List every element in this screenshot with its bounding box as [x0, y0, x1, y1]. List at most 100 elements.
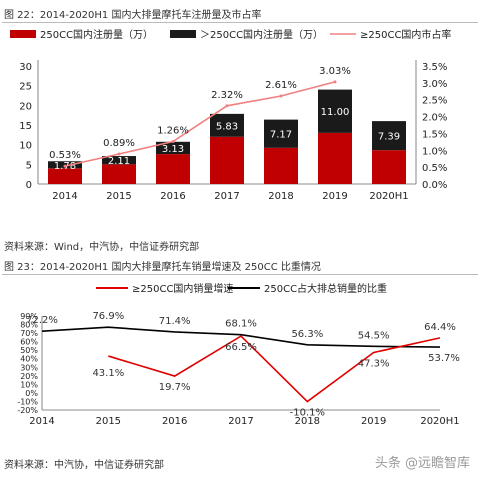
x-tick-label: 2014 — [52, 191, 77, 202]
bar-250cc — [210, 136, 244, 184]
bar-data-label: 11.00 — [321, 107, 350, 118]
growth-label: 64.4% — [424, 322, 456, 333]
bar-data-label: 2.11 — [108, 156, 130, 167]
registration-chart: 250CC国内注册量（万） ＞250CC国内注册量（万） ≥250CC国内市占率 0 5… — [10, 28, 451, 202]
x-tick-label: 2016 — [162, 416, 187, 427]
market-share-label: 1.26% — [157, 126, 189, 137]
x-tick-label: 2017 — [214, 191, 239, 202]
market-share-label: 2.32% — [211, 90, 243, 101]
x-tick-label: 2015 — [106, 191, 131, 202]
x-tick-label: 2020H1 — [420, 416, 459, 427]
bar-data-label: 5.83 — [216, 121, 238, 132]
y2-tick-label: 1.0% — [422, 146, 447, 157]
y2-tick-label: 2.5% — [422, 96, 447, 107]
figure-22-title: 图 22：2014-2020H1 国内大排量摩托车注册量及市占率 — [4, 10, 262, 21]
share-label: 76.9% — [92, 311, 124, 322]
x-tick-label: 2018 — [268, 191, 293, 202]
market-share-point — [117, 152, 121, 156]
y-tick-label: 60% — [20, 338, 38, 347]
market-share-label: 2.61% — [265, 80, 297, 91]
bar-250cc — [102, 164, 136, 184]
share-label: 54.5% — [358, 330, 390, 341]
bar-data-label: 3.13 — [162, 144, 184, 155]
bar-data-label: 7.17 — [270, 130, 292, 141]
x-tick-label: 2017 — [228, 416, 253, 427]
legend-label: 250CC占大排总销量的比重 — [264, 282, 387, 295]
market-share-point — [279, 94, 283, 98]
bar-over-250cc — [264, 119, 298, 148]
sales-growth-chart: ≥250CC国内销量增速 250CC占大排总销量的比重-20%-10%0%10%2… — [17, 282, 460, 427]
title-divider — [2, 22, 478, 23]
bar-250cc — [264, 147, 298, 184]
y2-tick-label: 3.0% — [422, 79, 447, 90]
bar-250cc — [156, 154, 190, 184]
bar-250cc — [48, 168, 82, 184]
bar-250cc — [318, 132, 352, 184]
share-label: 53.7% — [428, 353, 460, 364]
y2-tick-label: 3.5% — [422, 62, 447, 73]
growth-label: 66.5% — [225, 342, 257, 353]
x-tick-label: 2019 — [322, 191, 347, 202]
figure-23-source: 资料来源：中汽协，中信证券研究部 — [4, 460, 164, 471]
market-share-label: 3.03% — [319, 66, 351, 77]
title-divider — [2, 274, 478, 275]
x-tick-label: 2016 — [160, 191, 185, 202]
bar-over-250cc — [210, 113, 244, 137]
y-tick-label: -20% — [17, 406, 38, 415]
share-label: 71.4% — [159, 316, 191, 327]
y-tick-label: 70% — [20, 329, 38, 338]
y-tick-label: 80% — [20, 321, 38, 330]
legend-label: ＞250CC国内注册量（万） — [200, 28, 323, 41]
market-share-point — [63, 164, 67, 168]
y2-tick-label: 1.5% — [422, 129, 447, 140]
x-tick-label: 2014 — [29, 416, 54, 427]
y-tick-label: 90% — [20, 312, 38, 321]
share-label: 56.3% — [291, 329, 323, 340]
y-tick-label: 0 — [26, 180, 32, 191]
share-label: 68.1% — [225, 319, 257, 330]
legend-swatch — [170, 30, 196, 38]
y-tick-label: -10% — [17, 397, 38, 406]
market-share-point — [171, 140, 175, 144]
y2-tick-label: 2.0% — [422, 113, 447, 124]
x-tick-label: 2019 — [361, 416, 386, 427]
market-share-label: 0.89% — [103, 138, 135, 149]
figure-23-title: 图 23：2014-2020H1 国内大排量摩托车销量增速及 250CC 比重情… — [4, 262, 321, 273]
market-share-label: 0.53% — [49, 150, 81, 161]
growth-label: 19.7% — [159, 382, 191, 393]
growth-line — [108, 335, 441, 403]
y-tick-label: 10% — [20, 380, 38, 389]
y-tick-label: 40% — [20, 355, 38, 364]
bar-over-250cc — [318, 89, 352, 133]
bar-data-label: 7.39 — [378, 132, 400, 143]
y-tick-label: 50% — [20, 346, 38, 355]
y-tick-label: 0% — [25, 389, 38, 398]
legend-label: ≥250CC国内市占率 — [360, 28, 451, 41]
share-line — [41, 326, 441, 348]
x-tick-label: 2015 — [96, 416, 121, 427]
y-tick-label: 25 — [19, 82, 32, 93]
share-label: 72.2% — [26, 315, 58, 326]
y-tick-label: 20% — [20, 372, 38, 381]
bar-over-250cc — [372, 121, 406, 151]
y2-tick-label: 0.0% — [422, 180, 447, 191]
market-share-point — [333, 80, 337, 84]
bar-250cc — [372, 150, 406, 184]
growth-label: 47.3% — [358, 358, 390, 369]
market-share-point — [225, 104, 229, 108]
market-share-line — [64, 81, 336, 167]
x-tick-label: 2020H1 — [369, 191, 408, 202]
y-tick-label: 30 — [19, 62, 32, 73]
y-tick-label: 15 — [19, 121, 32, 132]
x-tick-label: 2018 — [295, 416, 320, 427]
legend-label: ≥250CC国内销量增速 — [132, 282, 233, 295]
y-tick-label: 5 — [26, 160, 32, 171]
bar-over-250cc — [102, 156, 136, 165]
growth-label: 43.1% — [92, 368, 124, 379]
figure-22-source: 资料来源：Wind，中汽协，中信证券研究部 — [4, 242, 200, 253]
legend-label: 250CC国内注册量（万） — [40, 28, 153, 41]
bar-over-250cc — [156, 141, 190, 155]
growth-label: -10.1% — [290, 408, 325, 419]
y-tick-label: 10 — [19, 141, 32, 152]
legend-swatch — [10, 30, 36, 38]
